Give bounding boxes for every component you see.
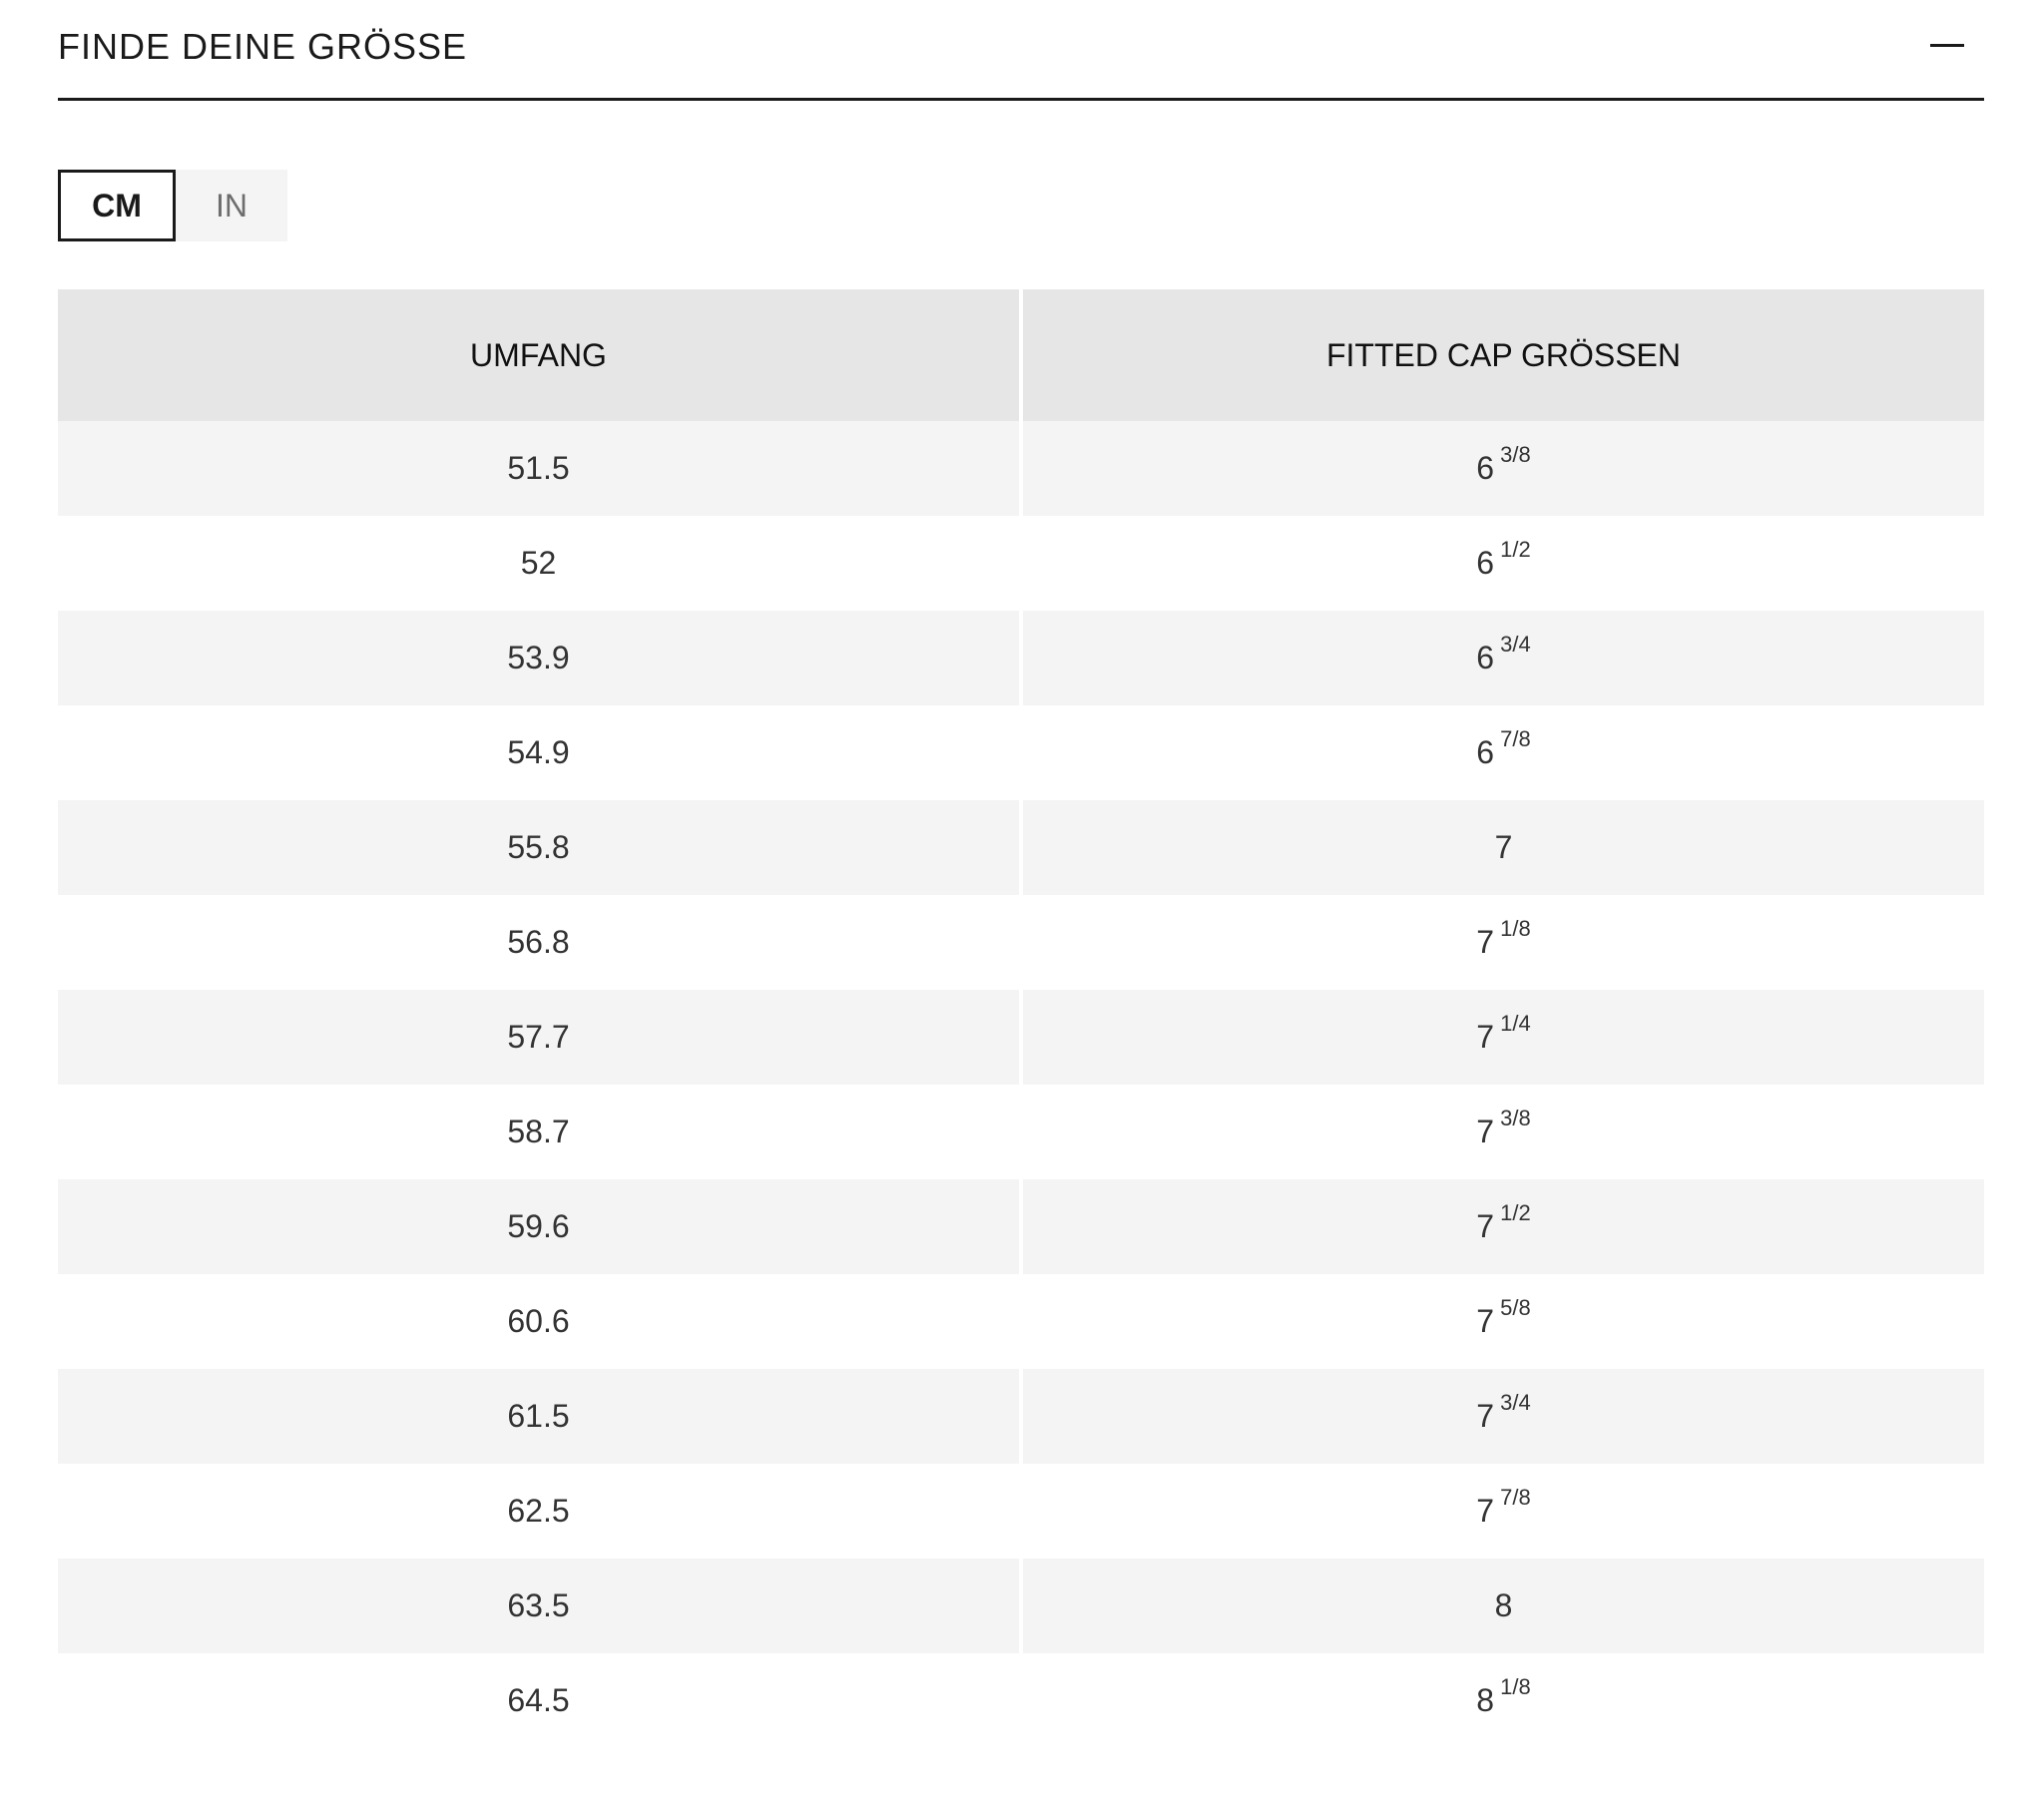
unit-in-button[interactable]: IN xyxy=(176,170,287,241)
umfang-cell: 57.7 xyxy=(58,990,1019,1085)
cap-size-fraction: 1/8 xyxy=(1500,916,1531,941)
cap-size-value: 7 3/8 xyxy=(1476,1106,1530,1150)
cap-size-cell: 6 1/2 xyxy=(1023,516,1984,611)
table-row: 57.7 7 1/4 xyxy=(58,990,1984,1085)
cap-size-value: 7 xyxy=(1495,829,1513,866)
cap-size-value: 6 3/8 xyxy=(1476,442,1530,487)
cap-size-whole: 8 xyxy=(1476,1682,1495,1718)
cap-size-cell: 7 1/4 xyxy=(1023,990,1984,1085)
table-row: 53.9 6 3/4 xyxy=(58,611,1984,705)
umfang-cell: 56.8 xyxy=(507,924,570,960)
size-table: UMFANG FITTED CAP GRÖSSEN 51.5 6 3/8 52 6 1/2… xyxy=(58,289,1984,1748)
cap-size-value: 8 1/8 xyxy=(1476,1674,1530,1719)
cap-size-whole: 6 xyxy=(1476,450,1495,486)
cap-size-cell: 7 3/4 xyxy=(1023,1369,1984,1464)
cap-size-value: 6 7/8 xyxy=(1476,726,1530,771)
cap-size-fraction: 1/2 xyxy=(1500,1200,1531,1225)
table-row: 54.9 6 7/8 xyxy=(58,705,1984,800)
umfang-cell: 61.5 xyxy=(58,1369,1019,1464)
column-header-fitted-cap-size: FITTED CAP GRÖSSEN xyxy=(1023,289,1984,421)
cap-size-fraction: 3/8 xyxy=(1500,1106,1531,1130)
collapse-minus-icon[interactable] xyxy=(1930,44,1964,47)
umfang-cell: 51.5 xyxy=(58,421,1019,516)
cap-size-fraction: 7/8 xyxy=(1500,1485,1531,1510)
cap-size-whole: 7 xyxy=(1476,1398,1495,1434)
table-row: 60.6 7 5/8 xyxy=(58,1274,1984,1369)
cap-size-value: 7 1/8 xyxy=(1476,916,1530,961)
cap-size-whole: 7 xyxy=(1476,1019,1495,1055)
umfang-cell: 55.8 xyxy=(58,800,1019,895)
cap-size-cell: 7 3/8 xyxy=(1023,1085,1984,1179)
cap-size-cell: 6 7/8 xyxy=(1023,705,1984,800)
cap-size-fraction: 1/2 xyxy=(1500,537,1531,562)
cap-size-value: 7 5/8 xyxy=(1476,1295,1530,1340)
cap-size-whole: 7 xyxy=(1476,1493,1495,1529)
cap-size-fraction: 5/8 xyxy=(1500,1295,1531,1320)
umfang-cell: 60.6 xyxy=(507,1303,570,1339)
umfang-cell: 62.5 xyxy=(507,1493,570,1529)
umfang-cell: 52 xyxy=(520,545,557,581)
cap-size-whole: 7 xyxy=(1476,924,1495,960)
cap-size-cell: 7 5/8 xyxy=(1023,1274,1984,1369)
cap-size-value: 7 3/4 xyxy=(1476,1390,1530,1435)
cap-size-cell: 8 xyxy=(1023,1559,1984,1653)
size-guide-header: FINDE DEINE GRÖSSE xyxy=(58,0,1984,101)
cap-size-whole: 7 xyxy=(1494,829,1513,865)
umfang-cell: 54.9 xyxy=(507,734,570,770)
cap-size-whole: 7 xyxy=(1476,1303,1495,1339)
table-row: 56.8 7 1/8 xyxy=(58,895,1984,990)
cap-size-fraction: 1/8 xyxy=(1500,1674,1531,1699)
table-row: 51.5 6 3/8 xyxy=(58,421,1984,516)
cap-size-whole: 6 xyxy=(1476,734,1495,770)
cap-size-fraction: 3/4 xyxy=(1500,632,1531,657)
table-row: 52 6 1/2 xyxy=(58,516,1984,611)
cap-size-fraction: 7/8 xyxy=(1500,726,1531,751)
cap-size-cell: 6 3/8 xyxy=(1023,421,1984,516)
table-header-row: UMFANG FITTED CAP GRÖSSEN xyxy=(58,289,1984,421)
cap-size-value: 6 1/2 xyxy=(1476,537,1530,582)
table-row: 58.7 7 3/8 xyxy=(58,1085,1984,1179)
cap-size-whole: 6 xyxy=(1476,640,1495,675)
cap-size-value: 6 3/4 xyxy=(1476,632,1530,676)
cap-size-whole: 7 xyxy=(1476,1208,1495,1244)
table-row: 59.6 7 1/2 xyxy=(58,1179,1984,1274)
cap-size-whole: 6 xyxy=(1476,545,1495,581)
table-row: 55.8 7 xyxy=(58,800,1984,895)
table-body: 51.5 6 3/8 52 6 1/2 53.9 6 3/4 54.9 6 7/8 55.8 7 56.8 7… xyxy=(58,421,1984,1748)
table-row: 61.5 7 3/4 xyxy=(58,1369,1984,1464)
cap-size-fraction: 3/4 xyxy=(1500,1390,1531,1415)
cap-size-cell: 7 7/8 xyxy=(1023,1464,1984,1559)
cap-size-cell: 6 3/4 xyxy=(1023,611,1984,705)
table-row: 62.5 7 7/8 xyxy=(58,1464,1984,1559)
cap-size-fraction: 3/8 xyxy=(1500,442,1531,467)
cap-size-value: 8 xyxy=(1495,1587,1513,1624)
cap-size-cell: 7 1/8 xyxy=(1023,895,1984,990)
page-title: FINDE DEINE GRÖSSE xyxy=(58,26,468,67)
table-row: 64.5 8 1/8 xyxy=(58,1653,1984,1748)
cap-size-fraction: 1/4 xyxy=(1500,1011,1531,1036)
cap-size-whole: 7 xyxy=(1476,1114,1495,1149)
cap-size-cell: 7 1/2 xyxy=(1023,1179,1984,1274)
cap-size-cell: 8 1/8 xyxy=(1023,1653,1984,1748)
cap-size-cell: 7 xyxy=(1023,800,1984,895)
cap-size-whole: 8 xyxy=(1494,1587,1513,1623)
umfang-cell: 63.5 xyxy=(58,1559,1019,1653)
unit-toggle: CM IN xyxy=(58,170,287,241)
cap-size-value: 7 7/8 xyxy=(1476,1485,1530,1530)
umfang-cell: 64.5 xyxy=(507,1682,570,1718)
umfang-cell: 58.7 xyxy=(507,1114,570,1149)
umfang-cell: 59.6 xyxy=(58,1179,1019,1274)
cap-size-value: 7 1/4 xyxy=(1476,1011,1530,1056)
umfang-cell: 53.9 xyxy=(58,611,1019,705)
unit-cm-button[interactable]: CM xyxy=(58,170,176,241)
cap-size-value: 7 1/2 xyxy=(1476,1200,1530,1245)
column-header-umfang: UMFANG xyxy=(58,289,1019,421)
table-row: 63.5 8 xyxy=(58,1559,1984,1653)
